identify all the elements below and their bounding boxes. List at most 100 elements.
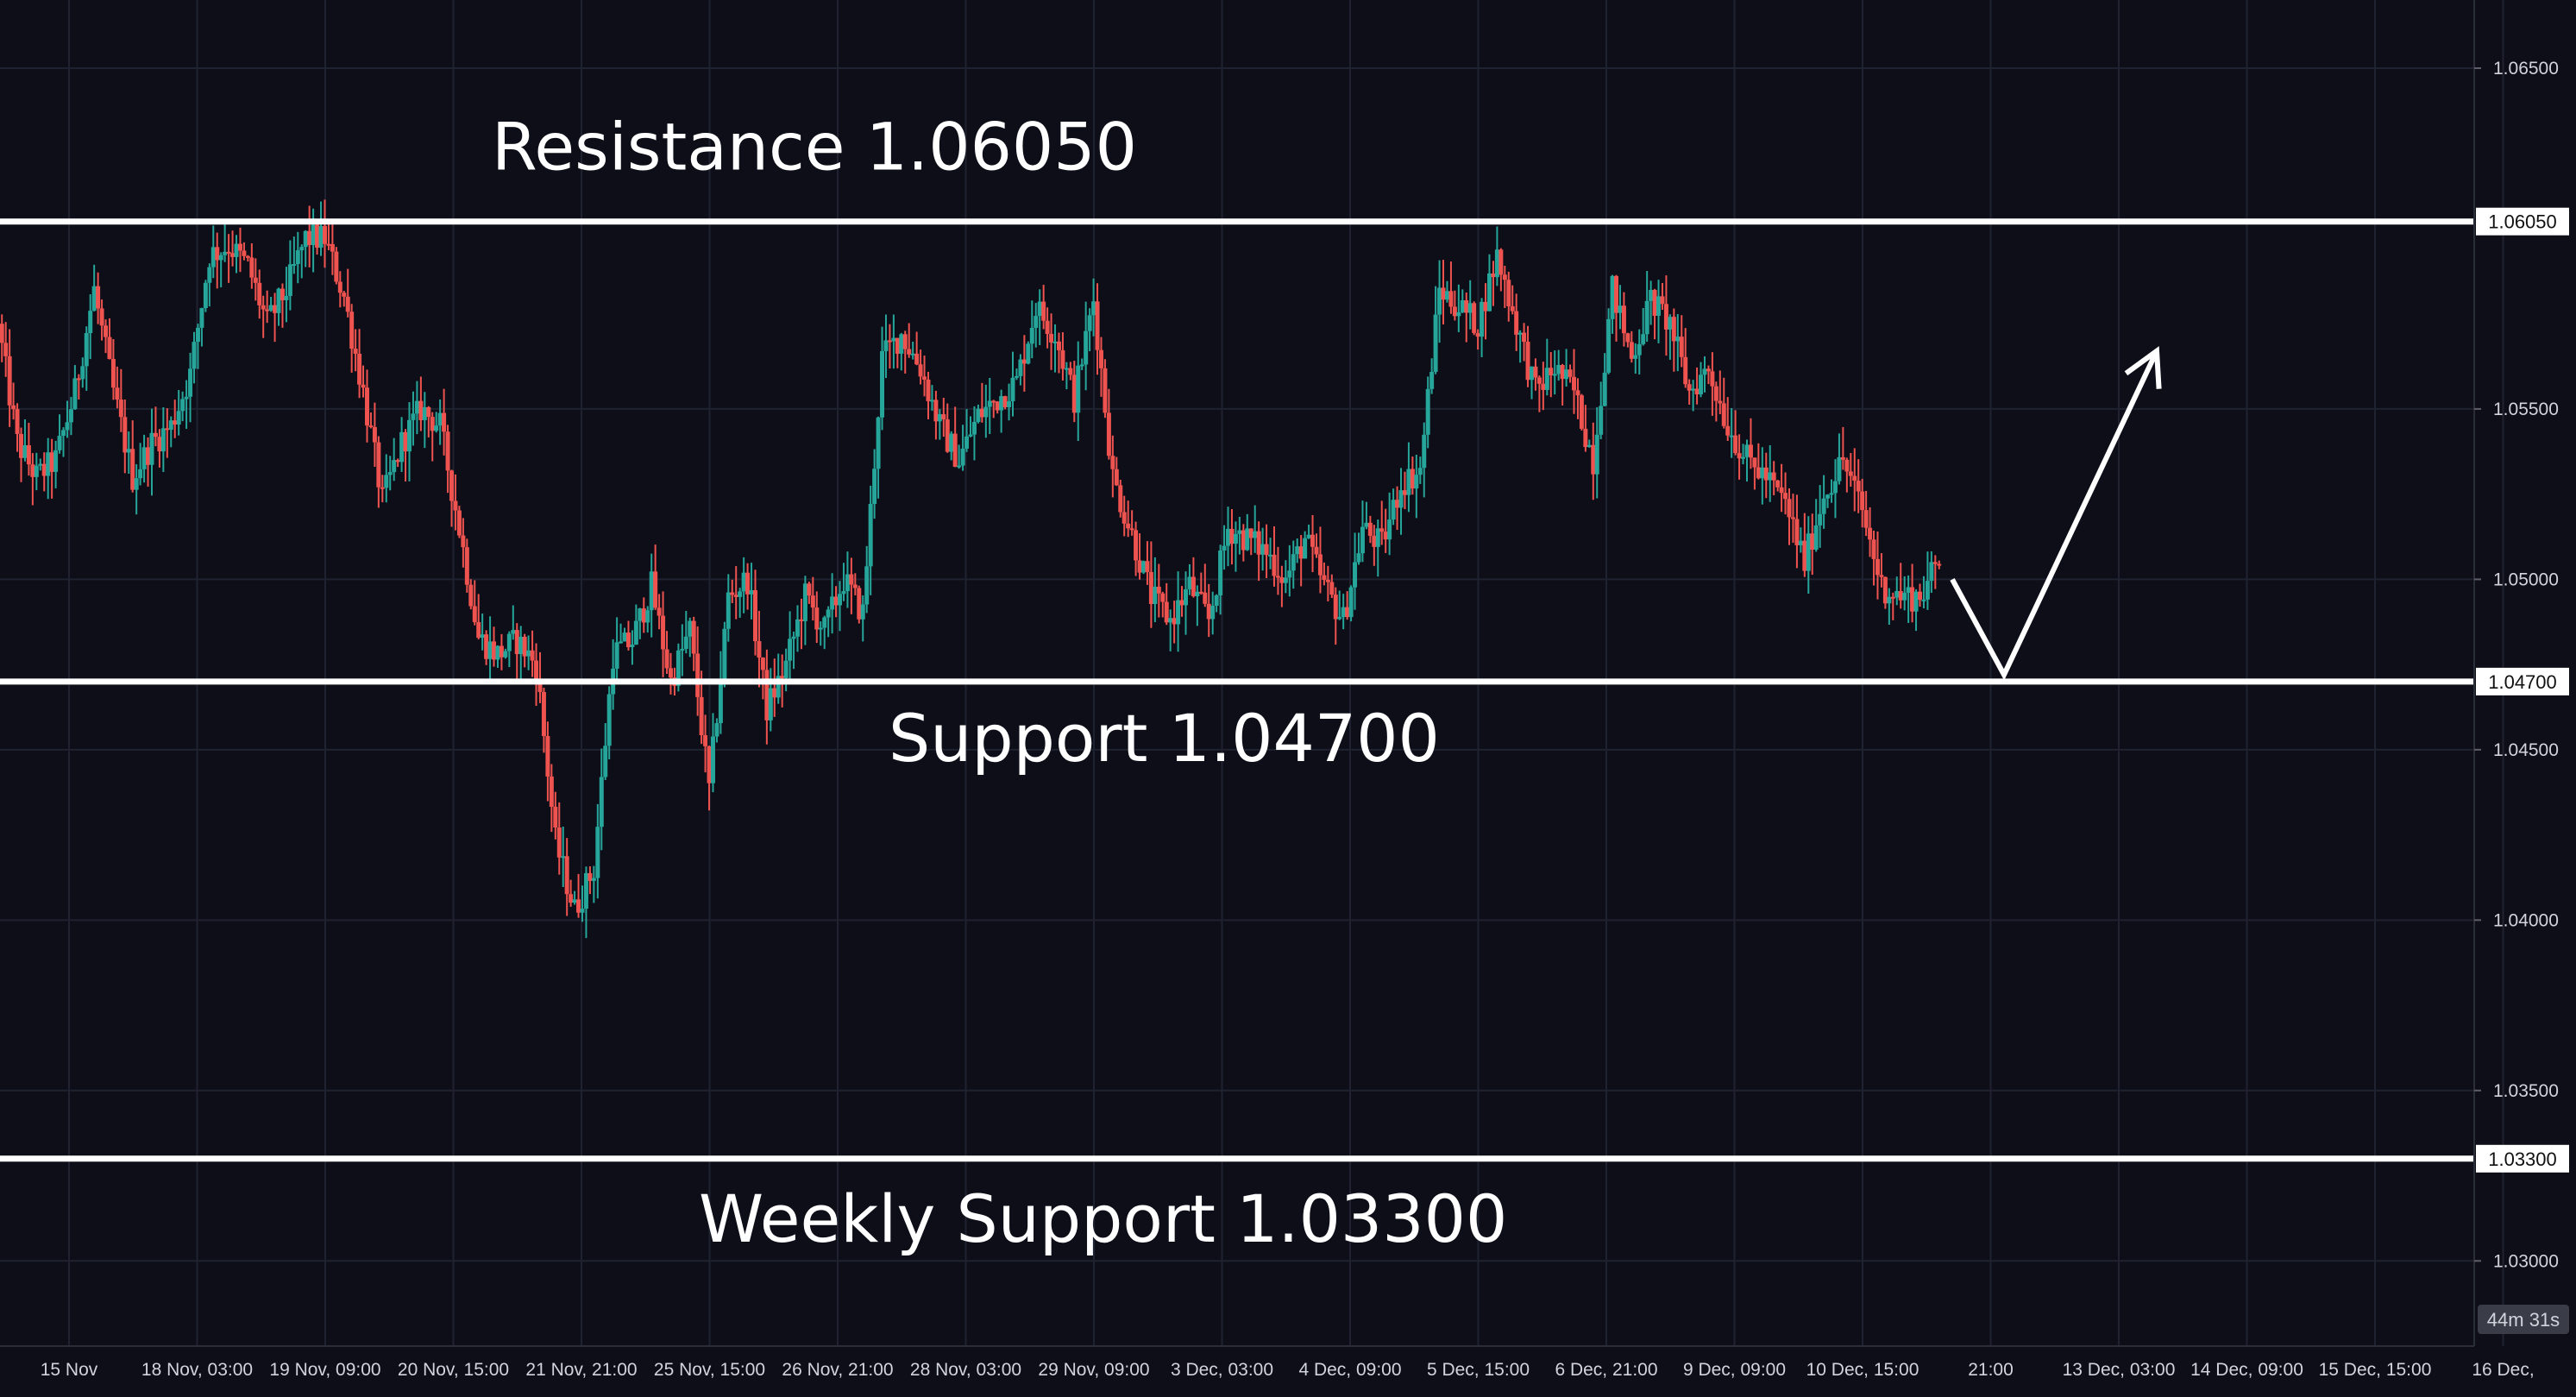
candle-body (334, 251, 339, 282)
candle-body (1748, 444, 1753, 458)
candle-body (1345, 607, 1350, 618)
candle-body (257, 282, 262, 305)
level-lines[interactable] (0, 218, 2474, 1162)
candle-body (1360, 526, 1365, 554)
candle-body (556, 828, 562, 858)
candle-body (876, 417, 881, 469)
candle-body (822, 617, 827, 628)
candle-body (503, 651, 508, 658)
candle-body (138, 469, 143, 479)
candle-body (468, 584, 474, 607)
candle-body (1810, 533, 1815, 550)
candle-body (1218, 550, 1223, 595)
y-tick-label: 1.04000 (2493, 910, 2559, 930)
candle-body (1314, 546, 1319, 555)
candle-body (1049, 334, 1054, 343)
annotations: Resistance 1.06050 Support 1.04700 Weekly … (492, 109, 1507, 1257)
candle-body (680, 648, 685, 651)
candle-body (118, 400, 123, 418)
candle-body (30, 464, 35, 477)
candle-body (1245, 528, 1250, 551)
candle-body (99, 308, 104, 326)
candle-body (407, 419, 412, 452)
candle-body (1486, 273, 1492, 311)
candle-body (1079, 364, 1084, 367)
price-axis[interactable]: 1.06500 1.05500 1.05000 1.04500 1.04000 1.035… (2474, 59, 2559, 1271)
candle-body (760, 658, 765, 670)
x-tick-label: 16 Dec, (2472, 1360, 2534, 1380)
candle-body (1913, 591, 1919, 612)
time-axis[interactable]: 15 Nov 18 Nov, 03:00 19 Nov, 09:00 20 Nov, … (41, 1360, 2535, 1380)
candle-body (914, 353, 920, 365)
x-tick-label: 21:00 (1968, 1360, 2014, 1380)
candle-body (299, 247, 305, 251)
candle-body (995, 401, 1000, 411)
candle-body (1560, 365, 1565, 380)
candle-body (11, 405, 16, 410)
candle-body (176, 411, 181, 425)
candle-body (230, 253, 236, 257)
candle-body (1229, 528, 1235, 544)
candle-body (1579, 395, 1584, 429)
candle-body (1760, 467, 1765, 479)
candle-body (261, 305, 266, 310)
candle-body (1222, 545, 1227, 551)
candle-body (1437, 287, 1442, 315)
candle-body (349, 311, 355, 349)
candle-body (1480, 301, 1485, 337)
candle-body (1306, 534, 1311, 538)
level-tag: 1.06050 (2488, 211, 2557, 233)
candle-body (273, 305, 278, 313)
level-tag: 1.03300 (2488, 1148, 2557, 1170)
candle-body (1298, 546, 1304, 559)
projection-arrow[interactable] (1950, 346, 2162, 681)
candle-body (891, 337, 896, 342)
candle-body (1906, 587, 1911, 593)
candle-body (15, 409, 20, 434)
candle-body (964, 436, 970, 449)
candle-body (1406, 469, 1411, 495)
candle-body (1852, 475, 1857, 481)
candle-body (1702, 368, 1707, 375)
candle-body (157, 437, 162, 452)
candle-body (461, 535, 466, 548)
candle-body (1375, 528, 1380, 547)
candle-body (526, 650, 531, 657)
candle-body (1184, 588, 1189, 606)
candle-body (1068, 368, 1073, 375)
candle-body (1156, 586, 1161, 594)
candle-body (1771, 472, 1776, 481)
candle-body (1599, 406, 1604, 435)
candle-body (952, 433, 958, 467)
candle-body (1699, 374, 1704, 395)
candle-body (564, 856, 569, 895)
candle-body (134, 478, 139, 490)
candle-body (65, 422, 70, 431)
candle-body (511, 630, 516, 634)
candle-body (123, 417, 128, 453)
candle-body (72, 378, 78, 410)
candle-body (1191, 576, 1196, 596)
candle-body (1483, 301, 1488, 311)
candle-body (165, 428, 170, 431)
candle-body (1310, 534, 1316, 547)
candle-body (1472, 303, 1477, 333)
candle-body (1275, 576, 1280, 578)
candle-body (61, 430, 66, 437)
candle-body (1621, 305, 1626, 334)
candle-body (549, 776, 554, 807)
candle-body (242, 250, 247, 256)
candle-body (860, 604, 865, 620)
candle-body (733, 595, 738, 597)
candle-body (818, 627, 823, 630)
candle-body (195, 327, 200, 343)
arrow-path[interactable] (1950, 349, 2159, 681)
countdown-badge-bg (2478, 1305, 2569, 1334)
x-tick-label: 21 Nov, 21:00 (525, 1360, 637, 1380)
candle-body (0, 324, 4, 343)
candle-body (84, 333, 89, 367)
candle-body (1402, 490, 1407, 495)
candle-body (795, 619, 801, 637)
